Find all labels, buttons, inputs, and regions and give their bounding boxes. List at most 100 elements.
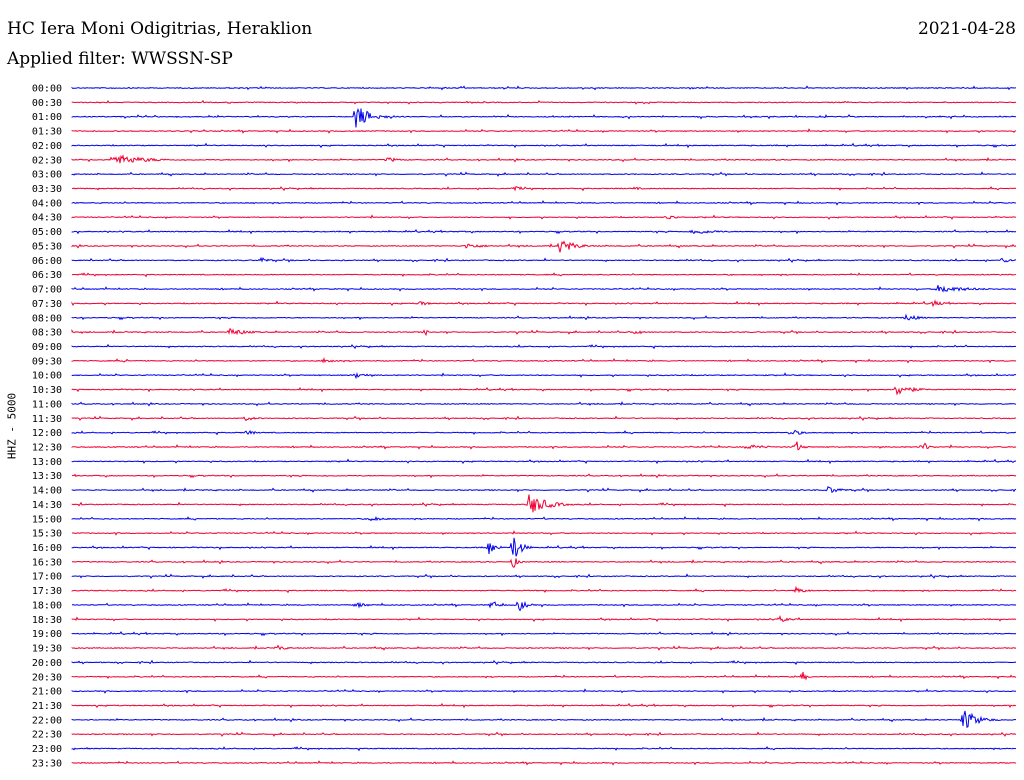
trace-label-2000: 20:00 <box>32 658 62 669</box>
trace-label-0600: 06:00 <box>32 256 62 267</box>
trace-label-0400: 04:00 <box>32 198 62 209</box>
trace-1500 <box>71 515 1017 522</box>
trace-label-1530: 15:30 <box>32 529 62 540</box>
trace-1030 <box>71 386 1017 396</box>
trace-0300 <box>71 171 1017 177</box>
trace-label-2230: 22:30 <box>32 730 62 741</box>
trace-label-0730: 07:30 <box>32 299 62 310</box>
trace-label-1100: 11:00 <box>32 399 62 410</box>
trace-label-1700: 17:00 <box>32 572 62 583</box>
trace-1600 <box>71 537 1017 557</box>
trace-2200 <box>71 710 1017 728</box>
trace-0430 <box>71 214 1017 220</box>
trace-label-0900: 09:00 <box>32 342 62 353</box>
trace-label-0700: 07:00 <box>32 285 62 296</box>
trace-label-1500: 15:00 <box>32 514 62 525</box>
trace-1400 <box>71 486 1017 494</box>
trace-label-0230: 02:30 <box>32 155 62 166</box>
trace-2000 <box>71 659 1017 666</box>
trace-label-1330: 13:30 <box>32 471 62 482</box>
trace-0930 <box>71 357 1017 364</box>
trace-0630 <box>71 272 1017 278</box>
trace-2100 <box>71 688 1017 694</box>
trace-label-0200: 02:00 <box>32 141 62 152</box>
trace-0030 <box>71 99 1017 105</box>
date-label: 2021-04-28 <box>917 19 1016 39</box>
trace-0130 <box>71 128 1017 134</box>
trace-label-0930: 09:30 <box>32 356 62 367</box>
trace-label-0530: 05:30 <box>32 241 62 252</box>
trace-label-2200: 22:00 <box>32 715 62 726</box>
trace-label-2030: 20:30 <box>32 672 62 683</box>
trace-label-0100: 01:00 <box>32 112 62 123</box>
trace-label-1030: 10:30 <box>32 385 62 396</box>
trace-label-1730: 17:30 <box>32 586 62 597</box>
trace-1200 <box>71 429 1017 436</box>
trace-2300 <box>71 745 1017 752</box>
trace-0900 <box>71 343 1017 350</box>
trace-label-2100: 21:00 <box>32 687 62 698</box>
trace-0830 <box>71 327 1017 337</box>
trace-label-0830: 08:30 <box>32 328 62 339</box>
trace-label-0300: 03:00 <box>32 170 62 181</box>
trace-label-1800: 18:00 <box>32 600 62 611</box>
trace-1630 <box>71 558 1017 568</box>
trace-label-2130: 21:30 <box>32 701 62 712</box>
trace-0100 <box>71 108 1016 128</box>
trace-1330 <box>71 473 1017 479</box>
trace-group: 00:00 00:30 01:00 01:30 02:00 02:30 03:00 03:30… <box>32 84 1017 769</box>
trace-1300 <box>71 458 1017 465</box>
trace-0230 <box>71 154 1017 164</box>
trace-2230 <box>71 731 1017 737</box>
trace-label-1230: 12:30 <box>32 443 62 454</box>
trace-label-1930: 19:30 <box>32 644 62 655</box>
trace-0200 <box>71 142 1017 149</box>
trace-label-1630: 16:30 <box>32 557 62 568</box>
trace-label-1300: 13:00 <box>32 457 62 468</box>
trace-1700 <box>71 573 1017 579</box>
trace-1100 <box>71 401 1017 407</box>
trace-0700 <box>71 285 1017 293</box>
trace-0400 <box>71 200 1017 206</box>
trace-1800 <box>71 600 1017 612</box>
trace-2330 <box>71 760 1016 766</box>
trace-label-0030: 00:30 <box>32 98 62 109</box>
trace-2030 <box>71 671 1016 681</box>
trace-label-1200: 12:00 <box>32 428 62 439</box>
trace-label-1600: 16:00 <box>32 543 62 554</box>
station-title: HC Iera Moni Odigitrias, Heraklion <box>7 19 313 39</box>
trace-0800 <box>71 313 1017 321</box>
trace-0530 <box>71 240 1017 253</box>
trace-label-2330: 23:30 <box>32 758 62 769</box>
trace-label-1000: 10:00 <box>32 371 62 382</box>
trace-label-0800: 08:00 <box>32 313 62 324</box>
filter-label: Applied filter: WWSSN-SP <box>7 49 233 69</box>
trace-1000 <box>71 372 1017 380</box>
trace-1900 <box>71 631 1017 637</box>
trace-1130 <box>71 415 1017 422</box>
trace-0000 <box>71 85 1017 91</box>
trace-label-2300: 23:00 <box>32 744 62 755</box>
trace-label-1430: 14:30 <box>32 500 62 511</box>
trace-label-0000: 00:00 <box>32 84 62 95</box>
trace-1930 <box>71 644 1017 651</box>
trace-label-1900: 19:00 <box>32 629 62 640</box>
trace-0600 <box>71 256 1017 263</box>
trace-0500 <box>71 228 1017 235</box>
trace-label-1130: 11:30 <box>32 414 62 425</box>
trace-1530 <box>71 530 1017 536</box>
trace-label-0130: 01:30 <box>32 127 62 138</box>
trace-label-0500: 05:00 <box>32 227 62 238</box>
trace-0330 <box>71 185 1017 192</box>
trace-label-0330: 03:30 <box>32 184 62 195</box>
trace-1230 <box>71 441 1017 451</box>
trace-1430 <box>71 494 1017 513</box>
trace-1830 <box>71 614 1017 623</box>
trace-label-1830: 18:30 <box>32 615 62 626</box>
trace-0730 <box>71 299 1016 308</box>
trace-1730 <box>71 585 1017 594</box>
trace-2130 <box>71 702 1016 709</box>
trace-label-1400: 14:00 <box>32 486 62 497</box>
trace-label-0630: 06:30 <box>32 270 62 281</box>
